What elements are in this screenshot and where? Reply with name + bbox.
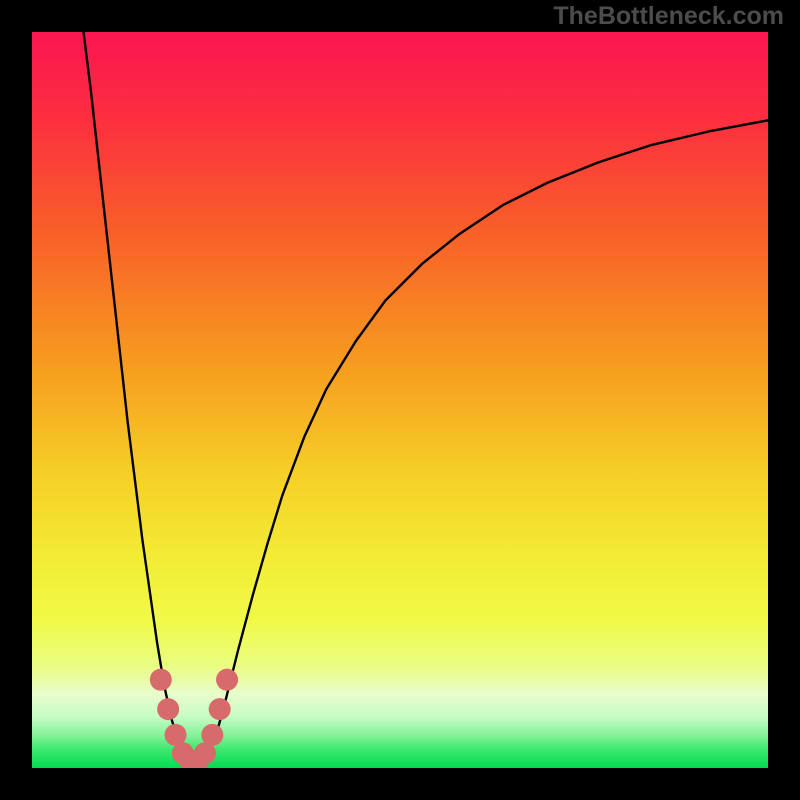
marker-group: [150, 669, 238, 768]
bottleneck-curve: [84, 32, 768, 766]
marker-dot: [201, 724, 223, 746]
watermark-label: TheBottleneck.com: [553, 2, 784, 31]
plot-svg: [32, 32, 768, 768]
figure-root: TheBottleneck.com: [0, 0, 800, 800]
marker-dot: [157, 698, 179, 720]
plot-area: [32, 32, 768, 768]
marker-dot: [209, 698, 231, 720]
marker-dot: [216, 669, 238, 691]
marker-dot: [150, 669, 172, 691]
